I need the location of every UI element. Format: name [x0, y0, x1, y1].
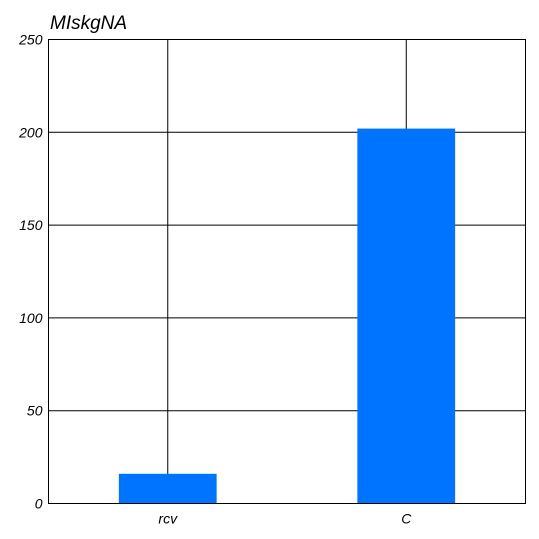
x-axis-ticks: rcv C: [158, 511, 412, 527]
x-tick-label: rcv: [158, 511, 178, 527]
bar: [118, 473, 217, 504]
y-axis-ticks: 0 50 100 150 200 250: [18, 32, 43, 512]
y-tick-label: 250: [18, 32, 43, 48]
plot-frame: [48, 39, 526, 504]
y-tick-label: 0: [35, 496, 43, 512]
x-tick-label: C: [401, 511, 412, 527]
chart-title: MIskgNA: [50, 13, 127, 34]
bar: [357, 128, 456, 504]
y-tick-label: 50: [27, 403, 43, 419]
y-tick-label: 150: [19, 217, 43, 233]
y-tick-label: 100: [19, 310, 43, 326]
bars: [118, 128, 456, 504]
y-tick-label: 200: [18, 124, 43, 140]
